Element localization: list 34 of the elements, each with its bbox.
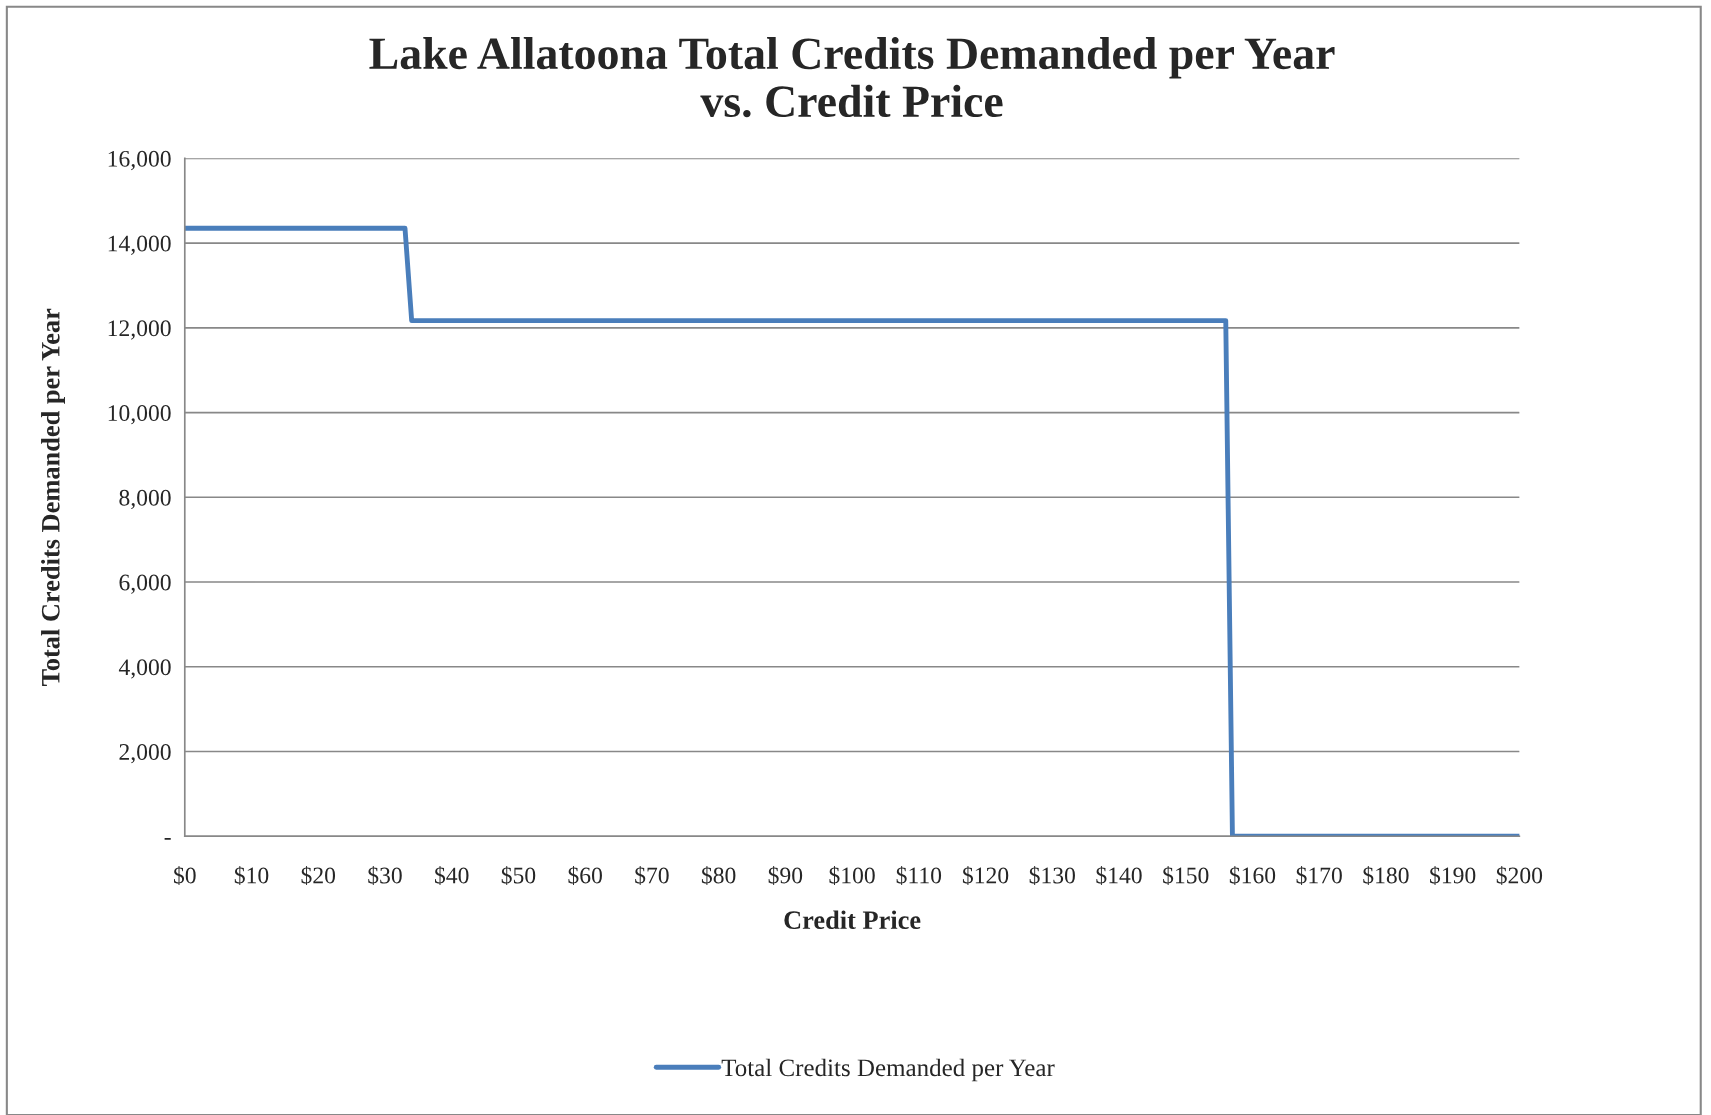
x-tick-label: $80 bbox=[701, 866, 736, 885]
x-axis-title: Credit Price bbox=[784, 910, 921, 930]
x-tick-label: $10 bbox=[234, 866, 269, 885]
x-tick-label: $50 bbox=[501, 866, 536, 885]
x-tick-label: $70 bbox=[635, 866, 669, 885]
x-tick-label: $20 bbox=[301, 866, 336, 885]
x-tick-label: $180 bbox=[1363, 866, 1409, 885]
x-tick-label: $120 bbox=[962, 866, 1009, 885]
legend-label: Total Credits Demanded per Year bbox=[721, 1058, 1055, 1082]
y-tick-label: 16,000 bbox=[108, 150, 171, 171]
y-tick-label: 12,000 bbox=[108, 320, 171, 340]
x-tick-label: $100 bbox=[829, 866, 875, 885]
x-tick-label: $90 bbox=[768, 866, 803, 885]
x-tick-label: $30 bbox=[368, 866, 402, 885]
x-tick-label: $60 bbox=[568, 866, 602, 885]
y-tick-label: - bbox=[164, 838, 171, 840]
y-tick-label: 14,000 bbox=[108, 235, 171, 255]
x-tick-label: $130 bbox=[1029, 866, 1075, 885]
y-tick-label: 6,000 bbox=[119, 574, 171, 594]
x-tick-label: $150 bbox=[1163, 866, 1209, 885]
x-tick-label: $200 bbox=[1496, 866, 1543, 885]
x-tick-label: $160 bbox=[1229, 866, 1276, 885]
y-tick-label: 2,000 bbox=[119, 744, 171, 764]
y-tick-label: 10,000 bbox=[108, 405, 171, 425]
y-tick-label: 8,000 bbox=[119, 489, 171, 510]
chart-title: Lake Allatoona Total Credits Demanded per Year vs. Credit Price bbox=[369, 36, 1335, 118]
y-tick-label: 4,000 bbox=[118, 659, 171, 679]
x-tick-label: $140 bbox=[1096, 866, 1142, 885]
x-tick-label: $40 bbox=[435, 866, 469, 885]
x-tick-label: $170 bbox=[1296, 866, 1342, 885]
x-tick-label: $0 bbox=[174, 866, 196, 885]
x-tick-label: $190 bbox=[1430, 866, 1476, 885]
y-axis-title: Total Credits Demanded per Year bbox=[41, 308, 65, 687]
x-tick-label: $110 bbox=[896, 866, 942, 885]
